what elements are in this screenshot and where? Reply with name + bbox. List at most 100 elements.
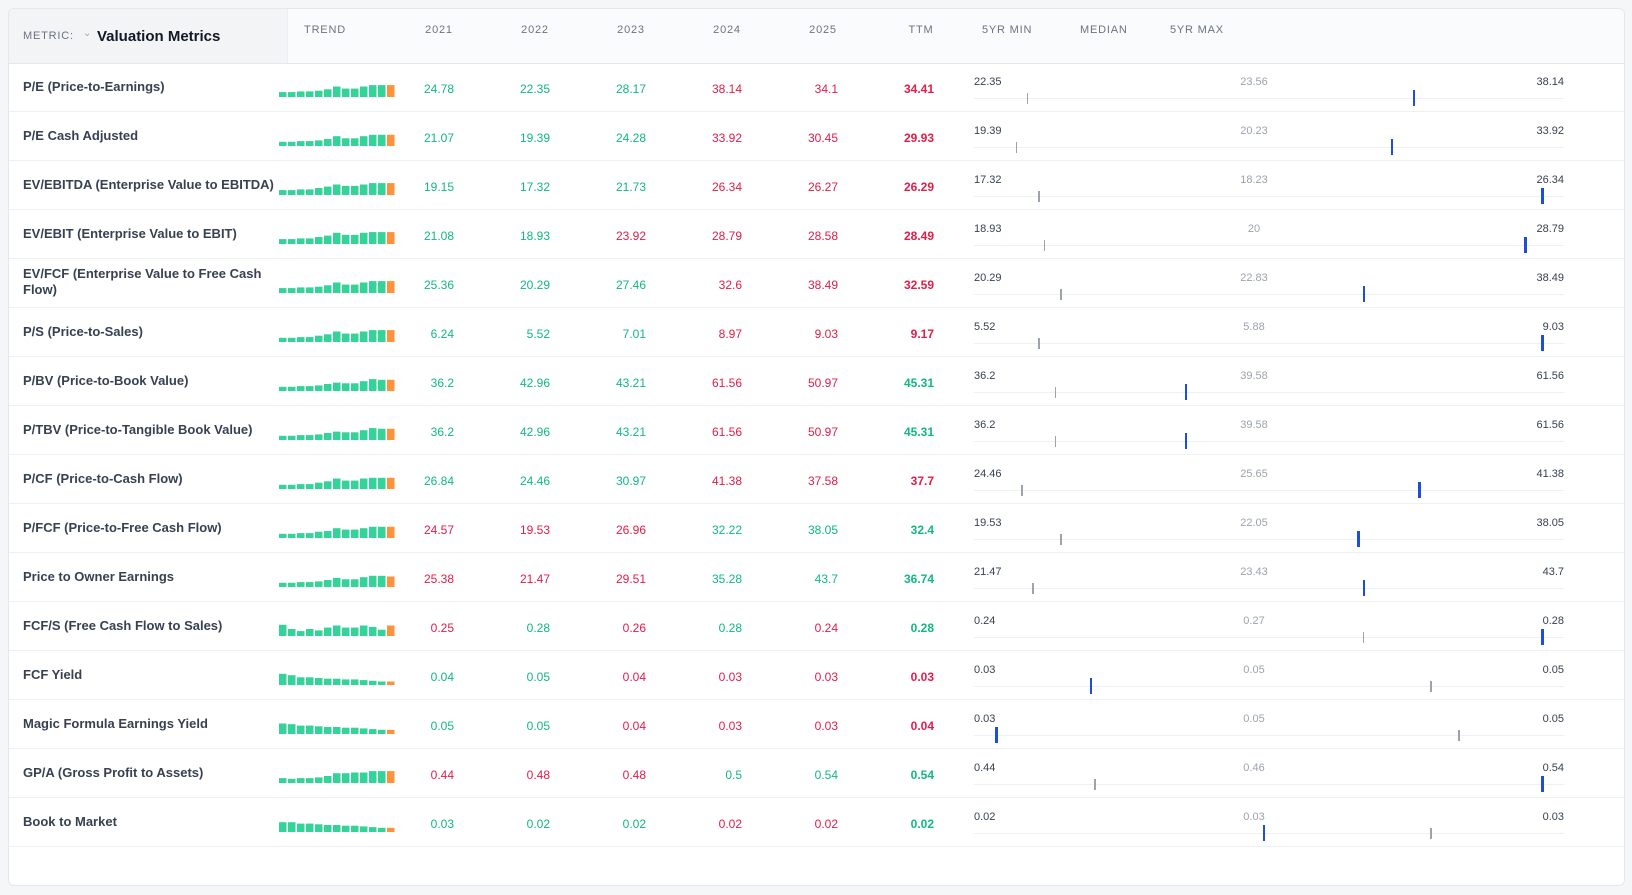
current-marker (1357, 531, 1360, 547)
table-row[interactable]: FCF Yield 0.04 0.05 0.04 0.03 0.03 0.03 0.03 0.0… (9, 651, 1624, 700)
trend-bar (288, 582, 296, 587)
current-marker (1541, 776, 1544, 792)
trend-bar (387, 379, 395, 391)
trend-bar (342, 727, 350, 734)
trend-bar (369, 183, 377, 195)
trend-bar (297, 484, 305, 489)
trend-bar (279, 582, 287, 587)
median-tick (1060, 289, 1062, 300)
trend-bar (306, 287, 314, 293)
range-max-value: 28.79 (1536, 223, 1564, 235)
range-median-value: 18.23 (1240, 174, 1268, 186)
trend-bar (324, 627, 332, 636)
trend-bar (378, 729, 386, 734)
table-row[interactable]: P/S (Price-to-Sales) 6.24 5.52 7.01 8.97 9.03… (9, 308, 1624, 357)
table-row[interactable]: P/TBV (Price-to-Tangible Book Value) 36.2… (9, 406, 1624, 455)
ttm-value: 32.59 (903, 278, 934, 292)
year-value: 0.03 (718, 719, 742, 733)
metric-label: METRIC: (23, 30, 74, 42)
trend-bar (387, 771, 395, 783)
range-track (974, 98, 1564, 99)
trend-bar (279, 822, 287, 832)
trend-bar (306, 337, 314, 342)
trend-bar (279, 141, 287, 146)
metric-name[interactable]: Valuation Metrics (97, 28, 221, 45)
table-row[interactable]: FCF/S (Free Cash Flow to Sales) 0.25 0.28 0… (9, 602, 1624, 651)
trend-bar (297, 287, 305, 293)
year-value: 26.34 (711, 180, 742, 194)
trend-bar (351, 579, 359, 587)
range-track (974, 294, 1564, 295)
trend-bar (297, 778, 305, 783)
trend-bar (333, 136, 341, 146)
year-value: 21.08 (423, 229, 454, 243)
median-tick (1430, 681, 1432, 692)
trend-bar (360, 381, 368, 391)
trend-bar (387, 428, 395, 440)
ttm-value: 45.31 (903, 425, 934, 439)
current-marker (1541, 188, 1544, 204)
range-track (974, 686, 1564, 687)
year-value: 21.73 (615, 180, 646, 194)
trend-bar (378, 477, 386, 489)
trend-bar (279, 386, 287, 391)
year-value: 19.39 (519, 131, 550, 145)
range-max-value: 9.03 (1542, 321, 1564, 333)
median-tick (1362, 632, 1365, 643)
table-row[interactable]: Book to Market 0.03 0.02 0.02 0.02 0.02 0.02 0.… (9, 798, 1624, 847)
metric-row-label: P/S (Price-to-Sales) (23, 324, 143, 339)
table-row[interactable]: P/BV (Price-to-Book Value) 36.2 42.96 43.21… (9, 357, 1624, 406)
trend-bar (279, 533, 287, 538)
ttm-value: 26.29 (903, 180, 934, 194)
year-value: 0.02 (622, 817, 646, 831)
trend-bar (351, 383, 359, 391)
range-indicator: 0.44 0.46 0.54 (974, 749, 1564, 797)
current-marker (1089, 678, 1093, 694)
metric-selector[interactable]: METRIC: ⌄ Valuation Metrics (9, 9, 288, 63)
table-row[interactable]: P/FCF (Price-to-Free Cash Flow) 24.57 19.5… (9, 504, 1624, 553)
table-row[interactable]: Magic Formula Earnings Yield 0.05 0.05 0.04… (9, 700, 1624, 749)
trend-bar (306, 778, 314, 783)
trend-bar (369, 729, 377, 734)
table-row[interactable]: P/CF (Price-to-Cash Flow) 26.84 24.46 30.97… (9, 455, 1624, 504)
trend-bar (342, 88, 350, 97)
median-tick (1043, 240, 1046, 251)
trend-sparkline (279, 85, 395, 97)
trend-bar (315, 726, 323, 734)
current-marker (1412, 90, 1416, 106)
trend-bar (297, 823, 305, 832)
median-tick (1038, 338, 1040, 349)
trend-bar (315, 335, 323, 342)
table-row[interactable]: GP/A (Gross Profit to Assets) 0.44 0.48 0.4… (9, 749, 1624, 798)
trend-bar (369, 134, 377, 146)
chevron-down-icon[interactable]: ⌄ (83, 28, 92, 39)
table-row[interactable]: P/E Cash Adjusted 21.07 19.39 24.28 33.92 30.… (9, 112, 1624, 161)
range-min-value: 0.03 (974, 713, 996, 725)
trend-bar (369, 85, 377, 97)
table-row[interactable]: EV/EBIT (Enterprise Value to EBIT) 21.08 1… (9, 210, 1624, 259)
year-value: 26.96 (615, 523, 646, 537)
trend-bar (342, 383, 350, 391)
table-row[interactable]: EV/EBITDA (Enterprise Value to EBITDA) 19… (9, 161, 1624, 210)
range-indicator: 0.03 0.05 0.05 (974, 651, 1564, 699)
trend-bar (315, 434, 323, 440)
trend-bar (387, 232, 395, 244)
current-marker (1541, 629, 1544, 645)
table-row[interactable]: EV/FCF (Enterprise Value to Free Cash Fl… (9, 259, 1624, 308)
range-indicator: 24.46 25.65 41.38 (974, 455, 1564, 503)
year-value: 33.92 (711, 131, 742, 145)
table-row[interactable]: Price to Owner Earnings 25.38 21.47 29.51 35… (9, 553, 1624, 602)
trend-bar (306, 582, 314, 587)
ttm-value: 0.28 (910, 621, 934, 635)
year-value: 24.78 (423, 82, 454, 96)
ttm-value: 0.04 (910, 719, 934, 733)
trend-bar (324, 433, 332, 440)
year-value: 0.26 (622, 621, 646, 635)
range-track (974, 833, 1564, 834)
current-marker (1184, 384, 1188, 400)
table-row[interactable]: P/E (Price-to-Earnings) 24.78 22.35 28.17 38… (9, 63, 1624, 112)
trend-bar (315, 482, 323, 489)
trend-bar (297, 533, 305, 538)
year-value: 32.22 (711, 523, 742, 537)
trend-bar (279, 673, 287, 685)
